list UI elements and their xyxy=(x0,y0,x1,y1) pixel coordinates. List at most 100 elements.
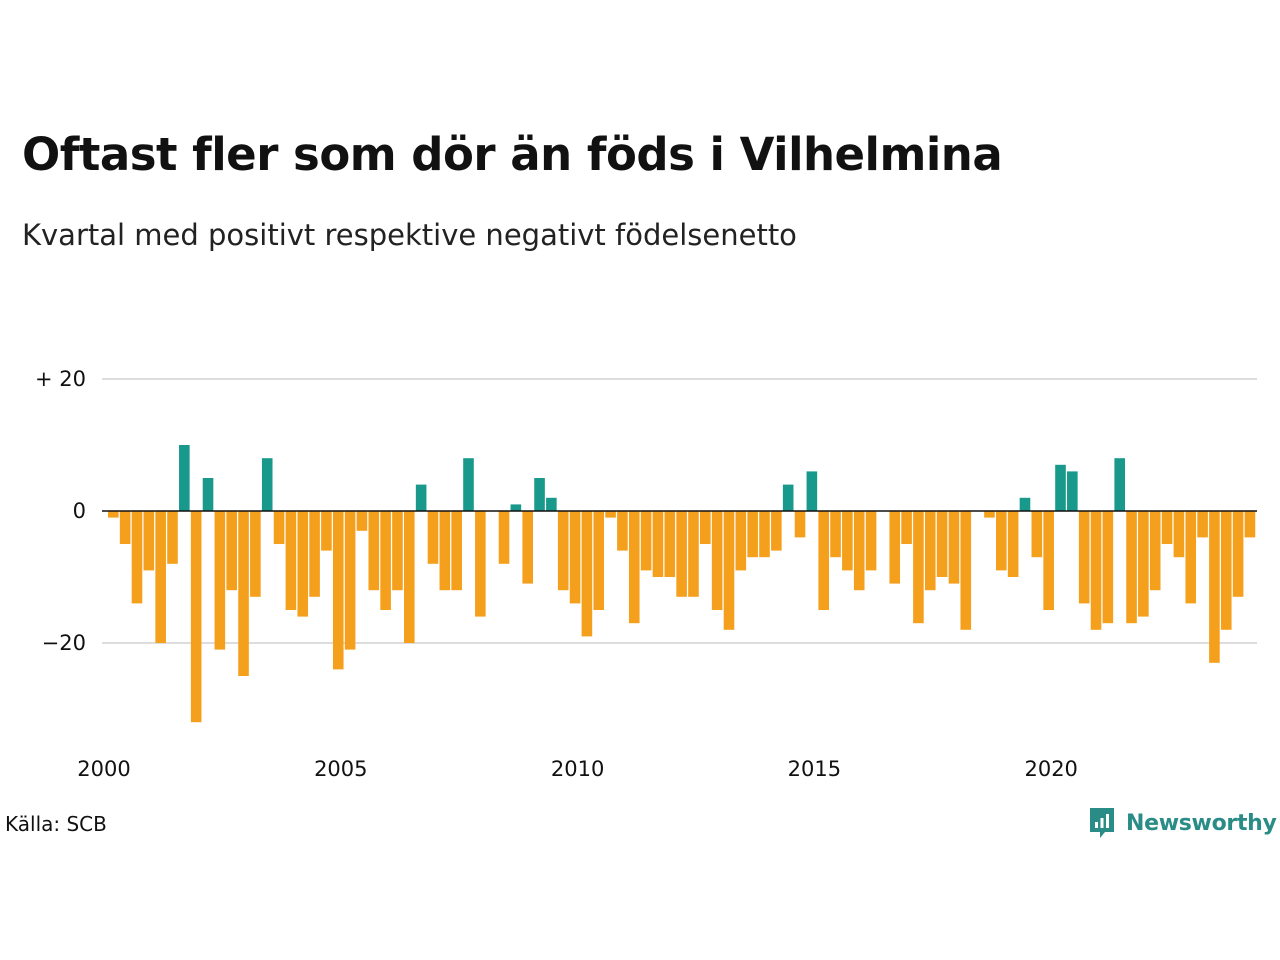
bar-negative xyxy=(498,511,510,564)
bar-negative xyxy=(913,511,924,624)
bar-negative xyxy=(936,511,948,577)
axes: + 20 0 −20 2000 2005 2010 2015 2020 xyxy=(35,367,1257,781)
bar-negative xyxy=(711,511,723,610)
chart-title: Oftast fler som dör än föds i Vilhelmina xyxy=(22,128,1003,181)
bar-negative xyxy=(794,511,806,538)
x-tick-label: 2015 xyxy=(788,757,841,781)
bar-negative xyxy=(853,511,865,591)
brand-logo: Newsworthy xyxy=(1088,805,1277,841)
bar-negative xyxy=(557,511,569,591)
bar-positive xyxy=(782,484,794,511)
bar-negative xyxy=(723,511,735,630)
bar-negative xyxy=(108,511,119,518)
bar-negative xyxy=(344,511,356,650)
bar-negative xyxy=(996,511,1007,571)
bar-negative xyxy=(119,511,131,544)
bar-negative xyxy=(628,511,640,624)
bar-negative xyxy=(143,511,155,571)
bar-negative xyxy=(924,511,936,591)
bar-negative xyxy=(676,511,687,597)
bar-negative xyxy=(652,511,664,577)
bar-negative xyxy=(475,511,486,617)
bar-negative xyxy=(1126,511,1137,624)
bar-positive xyxy=(202,478,214,511)
bar-negative xyxy=(948,511,960,584)
bar-negative xyxy=(735,511,747,571)
bar-positive xyxy=(1055,464,1066,511)
bar-negative xyxy=(1043,511,1054,610)
bar-positive xyxy=(1019,497,1031,511)
y-tick-label: + 20 xyxy=(35,367,86,391)
bar-negative xyxy=(1102,511,1114,624)
bar-negative xyxy=(380,511,391,610)
bar-negative xyxy=(984,511,995,518)
bar-negative xyxy=(759,511,770,558)
bar-negative xyxy=(1007,511,1019,577)
brand-name: Newsworthy xyxy=(1126,810,1277,836)
bar-negative xyxy=(593,511,605,610)
bar-negative xyxy=(1161,511,1173,544)
bar-negative xyxy=(332,511,344,670)
bar-negative xyxy=(700,511,711,544)
bar-negative xyxy=(842,511,853,571)
bar-positive xyxy=(534,478,545,511)
bar-negative xyxy=(451,511,462,591)
bar-negative xyxy=(167,511,178,564)
bar-negative xyxy=(155,511,166,643)
bar-negative xyxy=(309,511,320,597)
newsworthy-logo-icon xyxy=(1090,808,1114,838)
bar-positive xyxy=(806,471,818,511)
y-tick-label: −20 xyxy=(42,631,86,655)
bar-negative xyxy=(250,511,261,597)
bar-negative xyxy=(226,511,237,591)
y-tick-label: 0 xyxy=(73,499,86,523)
bar-positive xyxy=(261,458,273,511)
bar-negative xyxy=(1173,511,1185,558)
bar-negative xyxy=(392,511,403,591)
bar-positive xyxy=(463,458,474,511)
bar-negative xyxy=(297,511,309,617)
chart-subtitle: Kvartal med positivt respektive negativt… xyxy=(22,218,797,252)
x-tick-label: 2010 xyxy=(551,757,604,781)
bar-negative xyxy=(1138,511,1149,617)
source-note: Källa: SCB xyxy=(5,812,107,836)
bar-negative xyxy=(190,511,202,723)
bar-negative xyxy=(439,511,451,591)
bar-positive xyxy=(510,504,522,511)
bar-negative xyxy=(818,511,829,610)
bar-positive xyxy=(1114,458,1125,511)
bar-negative xyxy=(617,511,628,551)
bar-negative xyxy=(404,511,415,643)
x-tick-label: 2020 xyxy=(1024,757,1077,781)
bar-chart: + 20 0 −20 2000 2005 2010 2015 2020 xyxy=(35,367,1257,781)
bar-positive xyxy=(1067,471,1078,511)
bar-negative xyxy=(830,511,841,558)
bar-negative xyxy=(901,511,912,544)
x-tick-label: 2005 xyxy=(314,757,367,781)
bar-negative xyxy=(889,511,901,584)
bar-negative xyxy=(1185,511,1197,604)
bar-negative xyxy=(1209,511,1220,663)
bar-positive xyxy=(546,497,557,511)
bar-negative xyxy=(285,511,297,610)
bar-positive xyxy=(415,484,427,511)
bars xyxy=(108,445,1256,723)
bar-negative xyxy=(321,511,332,551)
bar-negative xyxy=(238,511,249,676)
x-tick-label: 2000 xyxy=(77,757,130,781)
bar-negative xyxy=(522,511,533,584)
bar-negative xyxy=(960,511,972,630)
bar-negative xyxy=(581,511,593,637)
bar-negative xyxy=(131,511,143,604)
bar-negative xyxy=(1078,511,1090,604)
bar-negative xyxy=(569,511,581,604)
bar-negative xyxy=(1232,511,1244,597)
bar-negative xyxy=(865,511,877,571)
bar-negative xyxy=(664,511,676,577)
bar-negative xyxy=(214,511,226,650)
bar-negative xyxy=(273,511,285,544)
gridlines xyxy=(102,378,1257,644)
bar-negative xyxy=(427,511,439,564)
bar-negative xyxy=(605,511,616,518)
bar-negative xyxy=(1220,511,1232,630)
